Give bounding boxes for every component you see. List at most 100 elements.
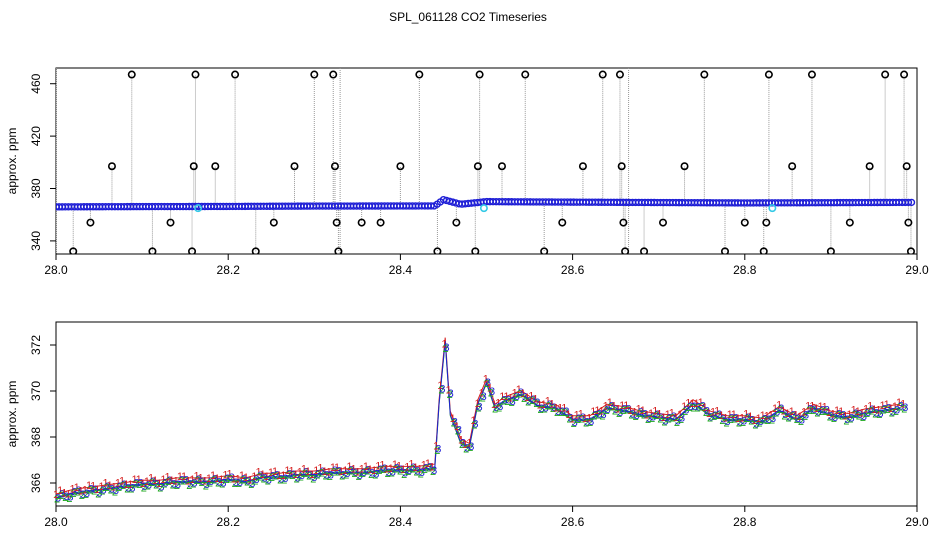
bottom-series-marker-1: 1 (268, 467, 274, 479)
bottom-series-marker-3: 3 (522, 392, 528, 404)
bottom-series-marker-1: 1 (429, 461, 435, 473)
bottom-series-marker-1: 1 (127, 479, 133, 491)
bottom-series-marker-1: 1 (520, 388, 526, 400)
bottom-series-marker-3: 3 (646, 413, 652, 425)
bottom-series-marker-2: 2 (58, 490, 64, 502)
bottom-series-marker-2: 2 (666, 414, 672, 426)
top-outlier-point (807, 70, 816, 79)
top-x-tick-label: 29.0 (905, 263, 929, 277)
bottom-x-tick-label: 28.6 (561, 515, 585, 529)
bottom-series-marker-2: 2 (252, 475, 258, 487)
bottom-series-marker-2: 2 (827, 412, 833, 424)
bottom-series-marker-3: 3 (134, 478, 140, 490)
bottom-series-marker-1: 1 (280, 470, 286, 482)
bottom-series-marker-2: 2 (161, 479, 167, 491)
bottom-series-marker-1: 1 (636, 403, 642, 415)
bottom-series-marker-1: 1 (264, 471, 270, 483)
bottom-series-marker-3: 3 (778, 403, 784, 415)
bottom-series-marker-1: 1 (412, 462, 418, 474)
bottom-series-marker-1: 1 (867, 401, 873, 413)
bottom-series-marker-3: 3 (55, 492, 61, 504)
bottom-series-marker-2: 2 (678, 414, 684, 426)
bottom-series-marker-1: 1 (553, 403, 559, 415)
bottom-series-marker-1: 1 (235, 473, 241, 485)
bottom-series-marker-3: 3 (510, 396, 516, 408)
top-outlier-point (332, 218, 341, 227)
bottom-series-marker-2: 2 (847, 414, 853, 426)
bottom-series-marker-3: 3 (613, 404, 619, 416)
top-outlier-point (334, 247, 343, 254)
bottom-series-marker-3: 3 (237, 477, 243, 489)
bottom-series-marker-2: 2 (761, 415, 767, 427)
bottom-series-marker-2: 2 (240, 475, 246, 487)
bottom-series-marker-3: 3 (572, 417, 578, 429)
bottom-series-marker-2: 2 (897, 401, 903, 413)
bottom-series-marker-1: 1 (561, 403, 567, 415)
bottom-series-marker-2: 2 (397, 465, 403, 477)
bottom-series-marker-2: 2 (546, 400, 552, 412)
bottom-series-marker-2: 2 (124, 484, 130, 496)
bottom-series-marker-1: 1 (470, 415, 476, 427)
bottom-series-marker-1: 1 (86, 480, 92, 492)
bottom-series-marker-3: 3 (332, 465, 338, 477)
bottom-series-marker-2: 2 (137, 479, 143, 491)
bottom-series-marker-3: 3 (667, 412, 673, 424)
bottom-series-marker-2: 2 (703, 407, 709, 419)
top-y-tick-label: 460 (29, 73, 43, 93)
bottom-series-marker-3: 3 (621, 404, 627, 416)
bottom-series-marker-2: 2 (814, 408, 820, 420)
bottom-series-marker-1: 1 (768, 410, 774, 422)
bottom-series-marker-3: 3 (460, 438, 466, 450)
bottom-series-marker-1: 1 (458, 434, 464, 446)
bottom-series-marker-1: 1 (822, 401, 828, 413)
bottom-series-marker-3: 3 (514, 391, 520, 403)
bottom-series-marker-3: 3 (671, 411, 677, 423)
bottom-series-marker-3: 3 (601, 409, 607, 421)
bottom-series-marker-3: 3 (857, 409, 863, 421)
bottom-series-marker-1: 1 (871, 404, 877, 416)
bottom-series-marker-2: 2 (327, 471, 333, 483)
bottom-series-marker-1: 1 (479, 388, 485, 400)
bottom-series-marker-3: 3 (518, 387, 524, 399)
bottom-series-marker-3: 3 (138, 478, 144, 490)
bottom-series-marker-3: 3 (419, 467, 425, 479)
bottom-series-marker-3: 3 (770, 413, 776, 425)
bottom-series-marker-3: 3 (365, 465, 371, 477)
top-outlier-point (452, 218, 461, 227)
bottom-series-marker-1: 1 (193, 470, 199, 482)
bottom-series-marker-1: 1 (272, 466, 278, 478)
bottom-series-marker-3: 3 (258, 470, 264, 482)
bottom-series-marker-3: 3 (625, 403, 631, 415)
bottom-series-marker-1: 1 (751, 415, 757, 427)
bottom-series-marker-1: 1 (317, 463, 323, 475)
bottom-series-marker-3: 3 (113, 485, 119, 497)
bottom-series-marker-2: 2 (95, 488, 101, 500)
bottom-series-marker-2: 2 (273, 471, 279, 483)
bottom-series-marker-2: 2 (215, 478, 221, 490)
bottom-series-marker-1: 1 (169, 475, 175, 487)
bottom-series-marker-2: 2 (591, 411, 597, 423)
bottom-series-marker-1: 1 (855, 406, 861, 418)
bottom-series-marker-2: 2 (757, 417, 763, 429)
bottom-series-marker-1: 1 (495, 398, 501, 410)
bottom-series-marker-2: 2 (711, 411, 717, 423)
bottom-series-marker-3: 3 (481, 391, 487, 403)
bottom-series-marker-1: 1 (181, 471, 187, 483)
bottom-series-marker-1: 1 (309, 469, 315, 481)
bottom-series-marker-1: 1 (789, 406, 795, 418)
bottom-series-marker-2: 2 (451, 418, 457, 430)
bottom-x-tick-label: 28.0 (44, 515, 68, 529)
bottom-series-marker-2: 2 (149, 477, 155, 489)
bottom-series-marker-1: 1 (322, 466, 328, 478)
bottom-series-marker-3: 3 (452, 417, 458, 429)
top-outlier-point (881, 70, 890, 79)
bottom-series-marker-2: 2 (223, 474, 229, 486)
bottom-series-line-1 (55, 337, 900, 495)
bottom-series-marker-1: 1 (549, 398, 555, 410)
bottom-series-marker-2: 2 (298, 471, 304, 483)
bottom-series-marker-2: 2 (418, 468, 424, 480)
bottom-series-marker-1: 1 (371, 465, 377, 477)
bottom-panel: 28.0 28.2 28.4 28.6 28.8 29.0 366 368 370 372 appr… (5, 321, 929, 529)
bottom-series-marker-3: 3 (588, 416, 594, 428)
bottom-series-marker-2: 2 (715, 410, 721, 422)
